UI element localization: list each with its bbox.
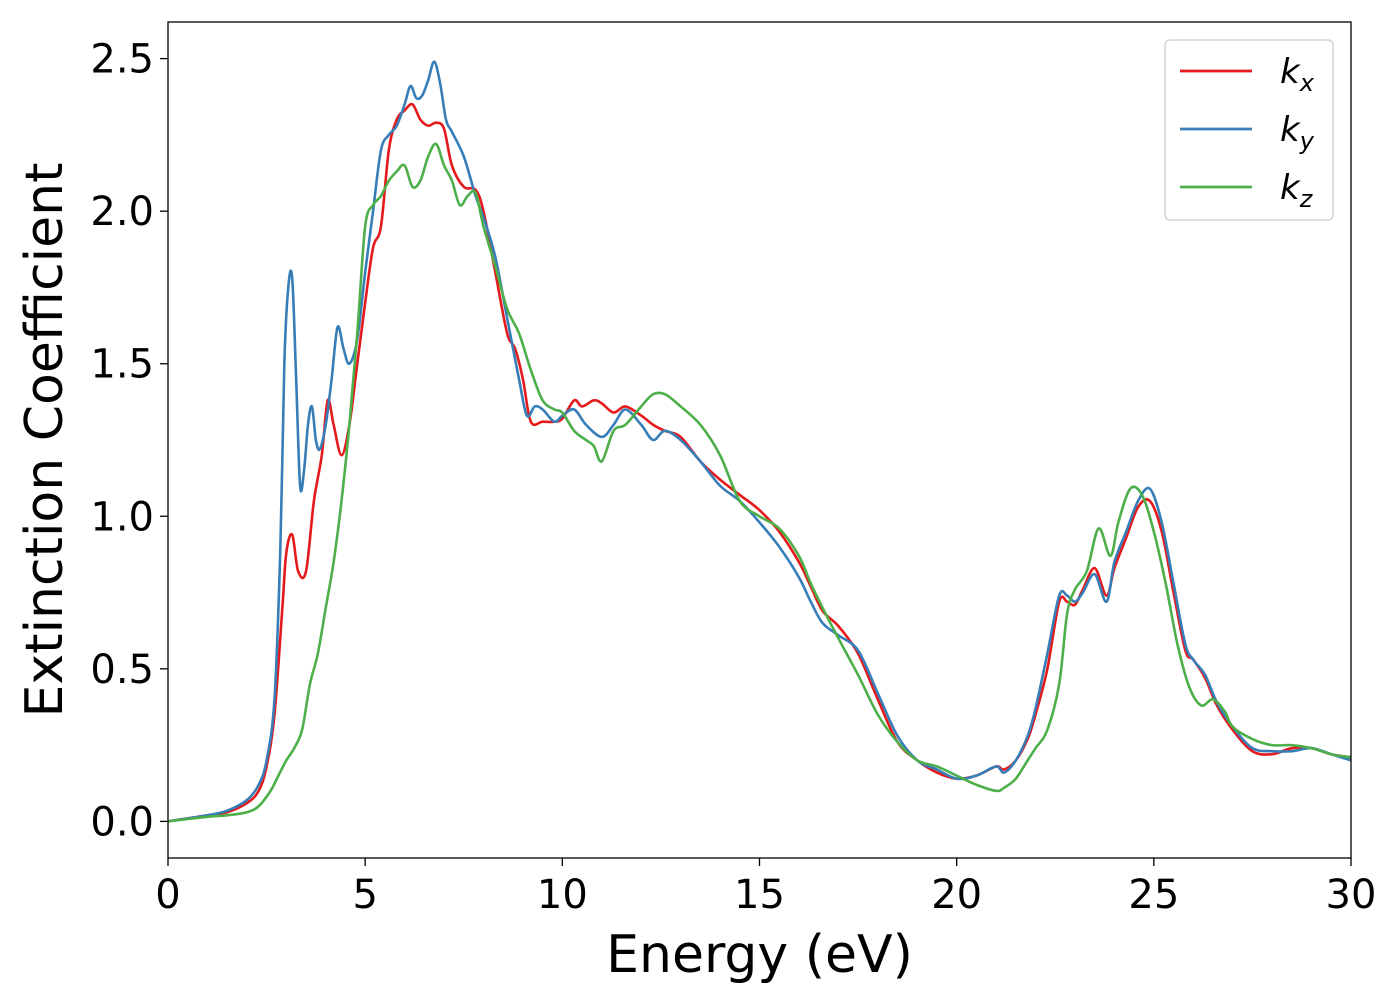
x-tick-label: 25: [1128, 872, 1179, 918]
series-layer: [168, 60, 1351, 823]
x-tick-label: 15: [734, 872, 785, 918]
y-tick-label: 2.5: [90, 37, 154, 83]
y-axis-title: Extinction Coefficient: [15, 163, 75, 718]
x-tick-label: 30: [1326, 872, 1377, 918]
x-axis-title: Energy (eV): [606, 925, 913, 985]
legend-label-x: kx: [1280, 52, 1315, 97]
axes-layer: 0 5 10 15 20 25 30 0.0 0.5 1.0 1.5 2.0 2.5 Energy (eV…: [15, 21, 1377, 985]
y-tick-label: 1.0: [90, 494, 154, 540]
x-tick-label: 5: [352, 872, 377, 918]
legend-label-y: ky: [1280, 110, 1315, 155]
y-tick-label: 2.0: [90, 189, 154, 235]
series-line-ky: [168, 60, 1351, 823]
series-line-kz: [168, 142, 1351, 823]
legend-label-z: kz: [1280, 168, 1314, 213]
x-tick-label: 0: [155, 872, 180, 918]
y-tick-label: 0.5: [90, 647, 154, 693]
x-tick-label: 10: [537, 872, 588, 918]
legend: kx ky kz: [1164, 39, 1334, 221]
x-tick-label: 20: [931, 872, 982, 918]
y-tick-label: 0.0: [90, 799, 154, 845]
y-tick-label: 1.5: [90, 342, 154, 388]
